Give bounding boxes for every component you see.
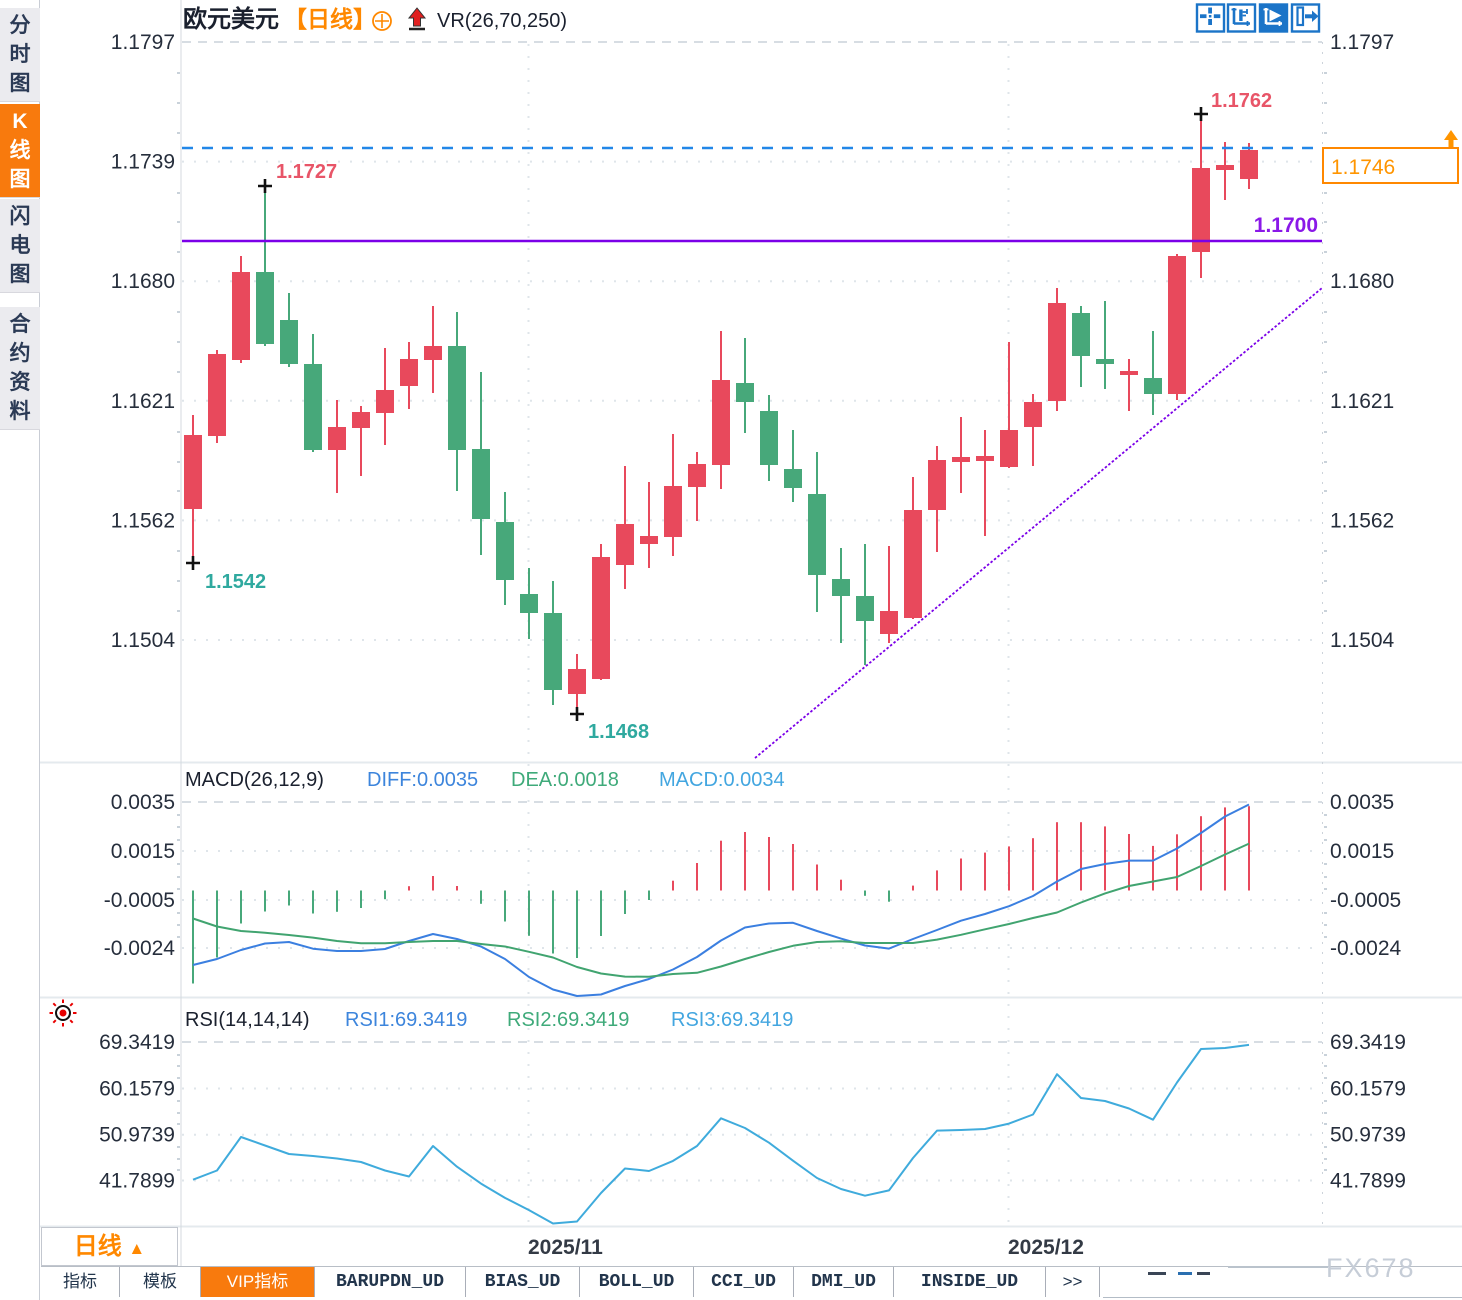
svg-text:-0.0024: -0.0024 (1330, 937, 1402, 960)
svg-text:1.1504: 1.1504 (1330, 629, 1395, 652)
svg-text:0.0035: 0.0035 (111, 791, 175, 814)
svg-text:1.1468: 1.1468 (588, 721, 649, 743)
svg-text:1.1680: 1.1680 (1330, 270, 1394, 293)
svg-text:1.1621: 1.1621 (111, 390, 175, 413)
svg-text:1.1700: 1.1700 (1254, 214, 1318, 237)
svg-text:41.7899: 41.7899 (99, 1170, 175, 1193)
svg-text:50.9739: 50.9739 (1330, 1124, 1406, 1147)
svg-text:0.0015: 0.0015 (1330, 840, 1394, 863)
svg-text:1.1762: 1.1762 (1211, 90, 1272, 112)
svg-text:DIFF:0.0035: DIFF:0.0035 (367, 769, 478, 791)
svg-text:0.0015: 0.0015 (111, 840, 175, 863)
svg-text:60.1579: 60.1579 (1330, 1078, 1406, 1101)
svg-text:RSI(14,14,14): RSI(14,14,14) (185, 1009, 310, 1031)
svg-text:【日线】: 【日线】 (284, 6, 376, 32)
svg-text:69.3419: 69.3419 (99, 1031, 175, 1054)
svg-text:1.1797: 1.1797 (111, 31, 175, 54)
svg-text:MACD(26,12,9): MACD(26,12,9) (185, 769, 324, 791)
svg-text:1.1504: 1.1504 (111, 629, 176, 652)
svg-text:1.1562: 1.1562 (111, 509, 175, 532)
svg-text:1.1727: 1.1727 (276, 161, 337, 183)
svg-text:0.0035: 0.0035 (1330, 791, 1394, 814)
svg-text:69.3419: 69.3419 (1330, 1031, 1406, 1054)
svg-text:1.1746: 1.1746 (1331, 156, 1395, 179)
svg-text:RSI1:69.3419: RSI1:69.3419 (345, 1009, 467, 1031)
svg-text:1.1542: 1.1542 (205, 571, 266, 593)
svg-text:欧元美元: 欧元美元 (183, 5, 279, 33)
svg-text:1.1621: 1.1621 (1330, 390, 1394, 413)
svg-text:MACD:0.0034: MACD:0.0034 (659, 769, 785, 791)
svg-text:RSI3:69.3419: RSI3:69.3419 (671, 1009, 793, 1031)
svg-text:DEA:0.0018: DEA:0.0018 (511, 769, 619, 791)
svg-text:60.1579: 60.1579 (99, 1078, 175, 1101)
svg-text:1.1562: 1.1562 (1330, 509, 1394, 532)
svg-text:41.7899: 41.7899 (1330, 1170, 1406, 1193)
svg-text:2025/12: 2025/12 (1008, 1236, 1084, 1259)
svg-text:1.1797: 1.1797 (1330, 31, 1394, 54)
svg-text:50.9739: 50.9739 (99, 1124, 175, 1147)
svg-text:-0.0005: -0.0005 (104, 889, 175, 912)
svg-text:VR(26,70,250): VR(26,70,250) (437, 10, 567, 32)
svg-text:2025/11: 2025/11 (528, 1236, 603, 1259)
svg-text:1.1739: 1.1739 (111, 151, 175, 174)
svg-text:-0.0024: -0.0024 (104, 937, 176, 960)
svg-text:RSI2:69.3419: RSI2:69.3419 (507, 1009, 629, 1031)
svg-text:1.1680: 1.1680 (111, 270, 175, 293)
svg-text:-0.0005: -0.0005 (1330, 889, 1401, 912)
